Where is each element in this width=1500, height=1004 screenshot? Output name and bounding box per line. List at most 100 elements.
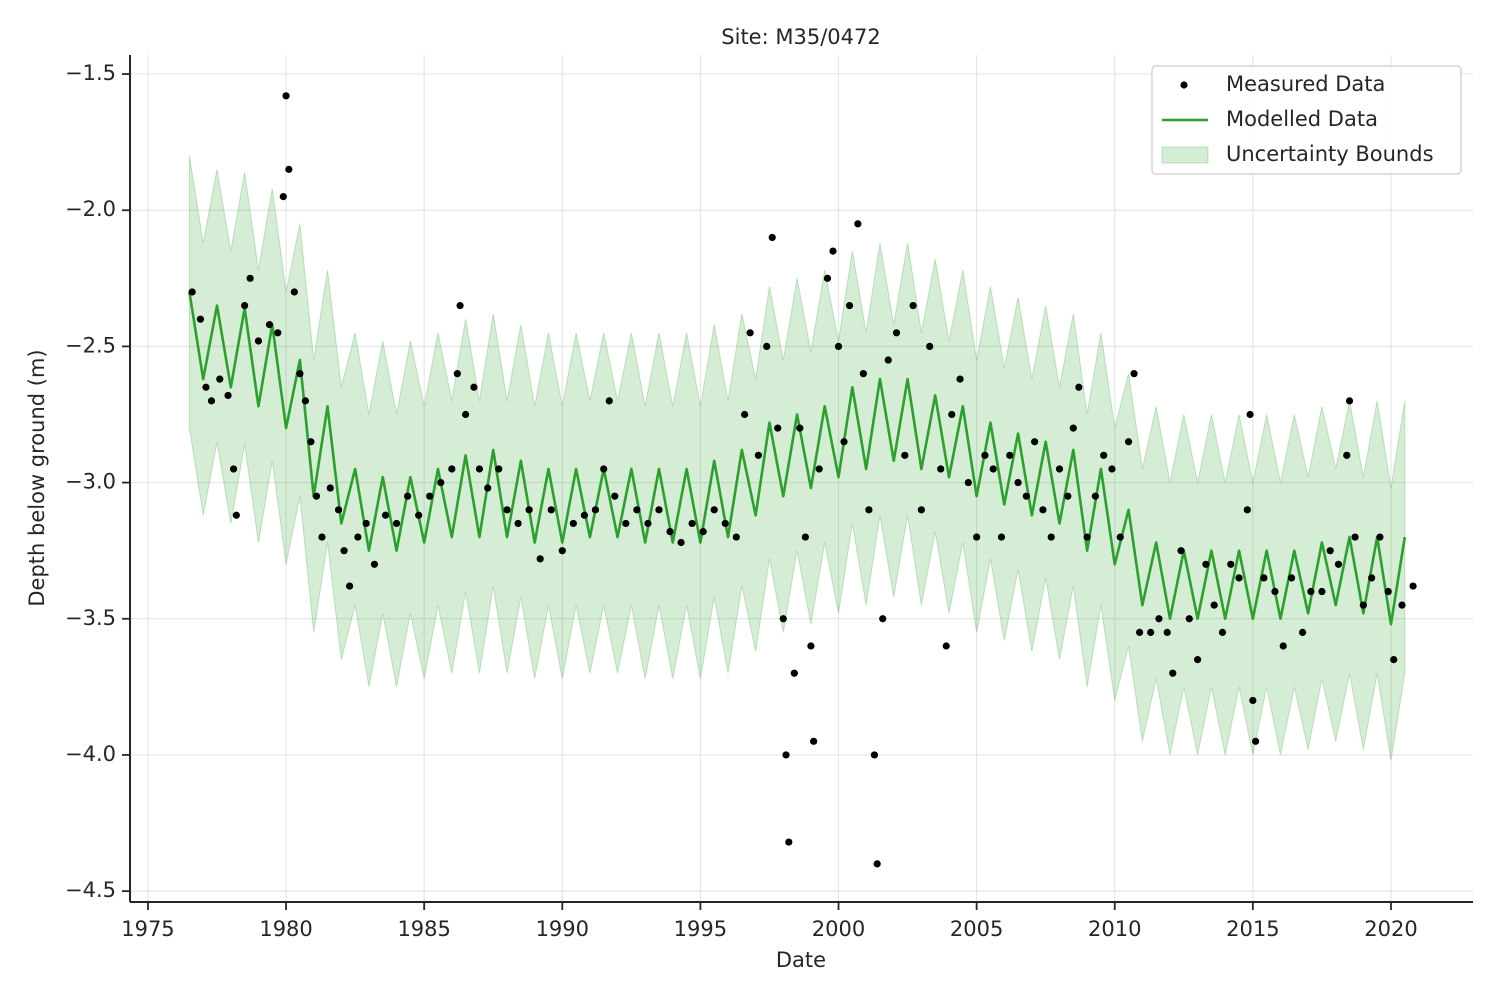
measured-point <box>326 484 334 492</box>
measured-point <box>854 220 862 228</box>
x-tick-label: 2000 <box>812 917 865 941</box>
measured-point <box>1075 383 1083 391</box>
legend-marker <box>1180 81 1188 89</box>
measured-point <box>997 533 1006 541</box>
measured-point <box>1022 492 1030 500</box>
measured-point <box>937 465 945 473</box>
measured-point <box>1014 478 1022 487</box>
measured-point <box>216 375 224 383</box>
x-tick-label: 2015 <box>1226 917 1279 941</box>
legend-marker <box>1161 146 1209 164</box>
measured-point <box>956 375 964 383</box>
measured-point <box>1390 656 1398 664</box>
measured-point <box>514 519 522 528</box>
measured-point <box>415 511 423 519</box>
measured-point <box>740 410 749 419</box>
measured-point <box>453 370 461 378</box>
measured-point <box>1307 587 1315 596</box>
measured-point <box>462 410 470 419</box>
measured-point <box>296 370 304 378</box>
measured-point <box>1398 601 1406 609</box>
measured-point <box>1116 533 1124 541</box>
axes: 1975 1980 1985 1990 1995 2000 2005 2010 2015 2020… <box>65 61 1418 941</box>
legend-label: Modelled Data <box>1226 107 1378 131</box>
measured-point <box>790 669 798 677</box>
measured-point <box>1155 615 1163 623</box>
measured-point <box>807 642 815 650</box>
measured-point <box>301 397 310 405</box>
measured-point <box>1318 587 1326 596</box>
legend-label: Measured Data <box>1226 72 1385 96</box>
measured-point <box>1130 370 1138 378</box>
measured-point <box>370 560 379 568</box>
measured-point <box>1006 451 1014 459</box>
measured-point <box>475 465 484 473</box>
measured-point <box>774 424 782 432</box>
measured-point <box>688 519 696 528</box>
measured-point <box>754 451 763 459</box>
measured-point <box>525 506 533 514</box>
measured-point <box>1376 533 1384 541</box>
plot-area <box>188 92 1417 868</box>
measured-point <box>456 301 464 310</box>
legend-box <box>1151 65 1462 175</box>
measured-point <box>1135 628 1144 636</box>
y-tick-label: −2.5 <box>65 333 116 357</box>
measured-point <box>1108 465 1116 473</box>
y-tick-label: −4.5 <box>65 878 116 902</box>
y-tick-label: −1.5 <box>65 61 116 85</box>
measured-point <box>909 301 917 310</box>
y-tick-label: −4.0 <box>65 742 116 766</box>
measured-point <box>611 492 619 500</box>
measured-point <box>1279 642 1287 650</box>
measured-point <box>845 301 854 310</box>
measured-point <box>196 315 205 323</box>
measured-point <box>1083 533 1091 541</box>
measured-point <box>290 288 298 296</box>
measured-point <box>746 329 754 337</box>
x-tick-label: 2020 <box>1364 917 1417 941</box>
x-tick-label: 1975 <box>121 917 174 941</box>
measured-point <box>655 506 663 514</box>
measured-point <box>1100 451 1108 459</box>
measured-point <box>241 301 249 310</box>
measured-point <box>1124 438 1133 446</box>
measured-point <box>1039 506 1047 514</box>
measured-point <box>207 397 216 405</box>
measured-point <box>834 342 843 351</box>
measured-point <box>605 397 613 405</box>
y-tick-label: −2.0 <box>65 197 116 221</box>
x-tick-label: 1980 <box>259 917 312 941</box>
measured-point <box>892 329 901 337</box>
measured-point <box>801 533 809 541</box>
legend-label: Uncertainty Bounds <box>1226 142 1434 166</box>
measured-point <box>536 555 544 563</box>
measured-point <box>1047 533 1055 541</box>
x-tick-label: 1995 <box>674 917 727 941</box>
measured-point <box>591 506 600 514</box>
measured-point <box>1169 669 1177 677</box>
measured-point <box>1271 587 1279 596</box>
measured-point <box>279 193 287 201</box>
measured-point <box>884 356 892 364</box>
measured-point <box>1345 397 1354 405</box>
measured-point <box>547 506 555 514</box>
measured-point <box>815 465 823 473</box>
x-tick-label: 2010 <box>1088 917 1141 941</box>
measured-point <box>188 288 196 296</box>
measured-point <box>404 492 412 500</box>
measured-point <box>1252 737 1260 745</box>
measured-point <box>232 511 240 519</box>
y-axis-label: Depth below ground (m) <box>25 349 49 606</box>
measured-point <box>644 519 652 528</box>
measured-point <box>362 519 370 528</box>
measured-point <box>1343 451 1351 459</box>
measured-point <box>633 506 641 514</box>
measured-point <box>1246 410 1254 419</box>
measured-point <box>354 533 362 541</box>
measured-point <box>448 465 456 473</box>
measured-point <box>224 391 232 400</box>
measured-point <box>1334 560 1343 568</box>
measured-point <box>274 329 282 337</box>
measured-point <box>989 465 997 473</box>
